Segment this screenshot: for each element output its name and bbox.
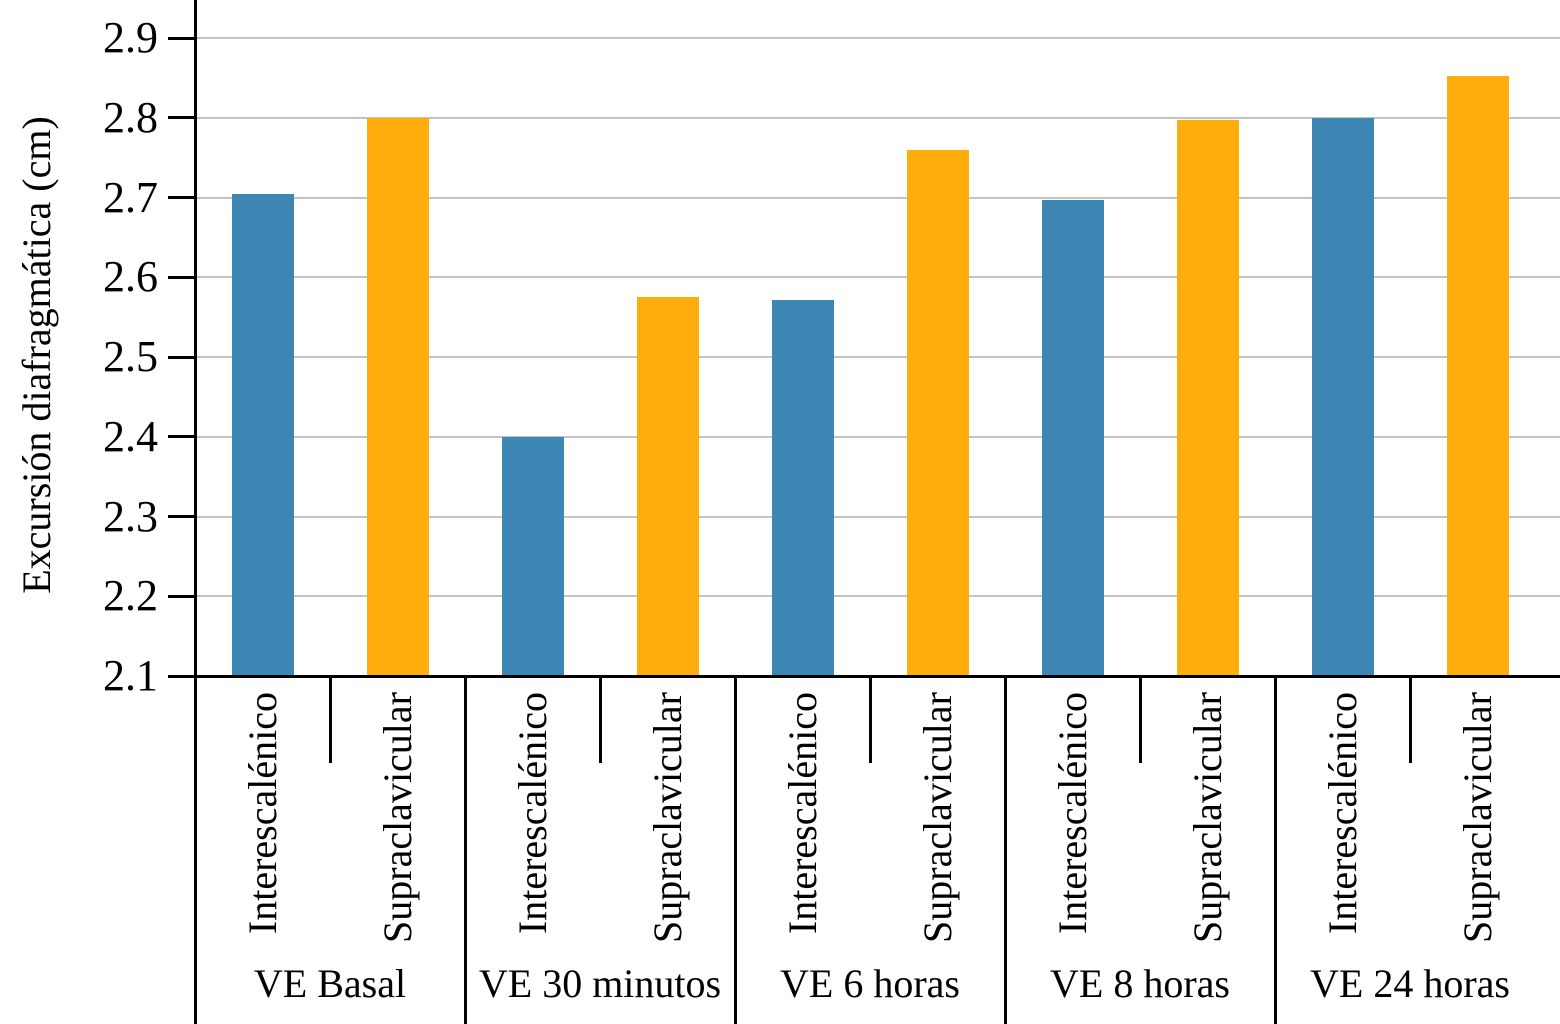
group-separator (463, 676, 467, 1024)
bar-supraclavicular (1176, 120, 1239, 676)
gridline (195, 595, 1560, 598)
y-tick-label: 2.6 (103, 252, 158, 302)
category-axis-tick (328, 676, 332, 763)
y-tick-label: 2.7 (103, 172, 158, 222)
y-axis-line (193, 0, 197, 1024)
gridline (195, 435, 1560, 438)
group-label: VE 30 minutos (478, 961, 722, 1006)
y-tick-label: 2.1 (103, 651, 158, 700)
category-axis-tick (1138, 676, 1142, 763)
group-label: VE 24 horas (1310, 961, 1510, 1006)
y-axis-tick (168, 435, 197, 439)
group-separator (733, 676, 737, 1024)
bar-supraclavicular (366, 117, 429, 676)
bar-category-label: Supraclavicular (1454, 692, 1500, 943)
group-label: VE Basal (253, 961, 407, 1006)
group-separator (1003, 676, 1007, 1024)
y-tick-label: 2.8 (103, 92, 158, 142)
gridline (195, 37, 1560, 39)
gridline (195, 116, 1560, 119)
y-tick-label: 2.2 (103, 571, 158, 621)
y-axis-tick (168, 275, 197, 279)
x-axis-line (195, 674, 1560, 678)
y-tick-label: 2.3 (103, 491, 158, 541)
y-axis-tick (168, 355, 197, 359)
y-axis-tick (168, 116, 197, 120)
bar-interescalenico (231, 193, 294, 676)
gridline (195, 356, 1560, 358)
category-axis-tick (1408, 676, 1412, 763)
bar-category-label: Interescalénico (779, 692, 825, 935)
bar-category-label: Supraclavicular (1184, 692, 1230, 943)
y-tick-label: 2.4 (103, 411, 158, 461)
bar-category-label: Supraclavicular (374, 692, 420, 943)
gridline (195, 276, 1560, 279)
y-tick-label: 2.5 (103, 332, 158, 381)
y-axis-tick (168, 36, 197, 40)
bar-category-label: Supraclavicular (644, 692, 690, 943)
bar-interescalenico (501, 436, 564, 676)
bar-category-label: Interescalénico (1049, 692, 1095, 935)
group-label: VE 6 horas (780, 961, 960, 1006)
bar-supraclavicular (1446, 76, 1509, 676)
group-separator (1273, 676, 1277, 1024)
bar-category-label: Interescalénico (1319, 692, 1365, 935)
bar-interescalenico (1311, 117, 1374, 676)
bar-category-label: Supraclavicular (914, 692, 960, 943)
bar-category-label: Interescalénico (509, 692, 555, 935)
bar-interescalenico (771, 299, 834, 676)
group-label: VE 8 horas (1050, 961, 1230, 1006)
gridline (195, 515, 1560, 518)
y-axis-tick (168, 515, 197, 518)
y-axis-tick (168, 196, 197, 199)
bar-supraclavicular (906, 149, 969, 676)
gridline (195, 196, 1560, 199)
bar-category-label: Interescalénico (239, 692, 285, 935)
category-axis-tick (598, 676, 602, 763)
y-axis-tick (168, 674, 197, 678)
y-axis-tick (168, 594, 197, 598)
category-axis-tick (868, 676, 872, 763)
y-tick-label: 2.9 (103, 13, 158, 62)
bar-interescalenico (1041, 199, 1104, 676)
bar-supraclavicular (636, 297, 699, 676)
